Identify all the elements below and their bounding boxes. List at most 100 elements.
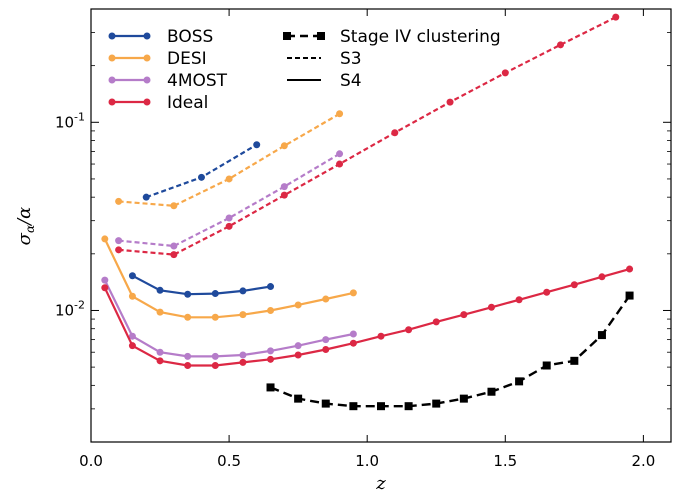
series-line (118, 16, 617, 256)
legend-swatch-marker (143, 54, 151, 62)
data-point (128, 272, 136, 280)
data-point (253, 141, 261, 149)
data-point (487, 387, 496, 396)
series-boss-s3 (142, 141, 261, 201)
data-point (239, 311, 247, 319)
data-point (543, 288, 551, 296)
data-point (336, 150, 344, 158)
data-point (211, 361, 219, 369)
data-point (570, 356, 579, 365)
data-point (294, 351, 302, 359)
data-point (211, 290, 219, 298)
legend-label: 4MOST (167, 71, 228, 91)
y-axis-ticks: 10-1 10-2 (55, 110, 671, 319)
data-point (211, 352, 219, 360)
data-point (170, 251, 178, 259)
data-point (597, 331, 606, 340)
data-point (225, 214, 233, 222)
y-axis-label-sub: α (23, 225, 37, 233)
data-point (170, 202, 178, 210)
x-tick-label: 1.0 (355, 452, 379, 470)
data-point (460, 311, 468, 319)
data-point (239, 351, 247, 359)
legend-style-marker (283, 32, 291, 40)
series-line (103, 279, 354, 358)
legend-swatch-marker (108, 76, 116, 84)
legend-style-marker (317, 32, 325, 40)
y-tick-label: 10-2 (55, 298, 85, 319)
data-point (446, 98, 454, 106)
legend-label: DESI (167, 49, 207, 69)
series-layer (101, 13, 634, 411)
y-axis-label: σα/α (14, 207, 37, 246)
series-stage-iv-clustering (266, 291, 634, 411)
data-point (598, 273, 606, 281)
data-point (405, 326, 413, 334)
data-point (515, 377, 524, 386)
legend-swatch-marker (108, 98, 116, 106)
data-point (404, 402, 413, 411)
data-point (115, 197, 123, 205)
data-point (336, 110, 344, 118)
x-axis-label: z (375, 473, 386, 494)
data-point (391, 129, 399, 137)
data-point (156, 308, 164, 316)
data-point (197, 173, 205, 181)
data-point (156, 348, 164, 356)
data-point (184, 352, 192, 360)
series-desi-s3 (115, 110, 344, 210)
data-point (349, 339, 357, 347)
series-desi-s4 (101, 235, 357, 321)
series-line (145, 143, 258, 199)
series-line (103, 268, 630, 367)
data-point (612, 13, 620, 21)
data-point (115, 237, 123, 245)
data-point (501, 69, 509, 77)
data-point (128, 332, 136, 340)
data-point (515, 296, 523, 304)
svg-text:σα/α: σα/α (14, 207, 37, 246)
legend-swatch-marker (143, 76, 151, 84)
legend-label: S4 (340, 71, 362, 91)
legend-label: BOSS (167, 27, 213, 47)
x-tick-label: 0.5 (217, 452, 241, 470)
x-tick-label: 2.0 (631, 452, 655, 470)
data-point (459, 394, 468, 403)
series-line (118, 152, 341, 248)
y-axis-label-den: /α (14, 207, 35, 227)
data-point (267, 355, 275, 363)
data-point (322, 295, 330, 303)
series-line (103, 238, 354, 319)
data-point (170, 242, 178, 250)
data-point (101, 284, 109, 292)
data-point (184, 290, 192, 298)
x-tick-label: 0.0 (79, 452, 103, 470)
legend-swatch-marker (143, 98, 151, 106)
data-point (267, 347, 275, 355)
data-point (156, 286, 164, 294)
legend-label: Stage IV clustering (340, 27, 501, 47)
data-point (294, 301, 302, 309)
series-boss-s4 (128, 272, 275, 298)
data-point (349, 289, 357, 297)
data-point (225, 222, 233, 230)
data-point (128, 342, 136, 350)
data-point (294, 342, 302, 350)
series-line (131, 274, 271, 296)
data-point (156, 357, 164, 365)
series-4most-s3 (115, 150, 344, 250)
plot-frame (90, 8, 672, 443)
data-point (266, 383, 275, 392)
data-point (184, 313, 192, 321)
x-axis-ticks: 0.0 0.5 1.0 1.5 2.0 (79, 9, 655, 470)
data-point (101, 276, 109, 284)
legend-swatch-marker (108, 54, 116, 62)
data-point (294, 394, 303, 403)
data-point (542, 361, 551, 370)
data-point (322, 336, 330, 344)
data-point (267, 306, 275, 314)
data-point (625, 291, 634, 300)
y-tick-label: 10-1 (55, 110, 85, 131)
